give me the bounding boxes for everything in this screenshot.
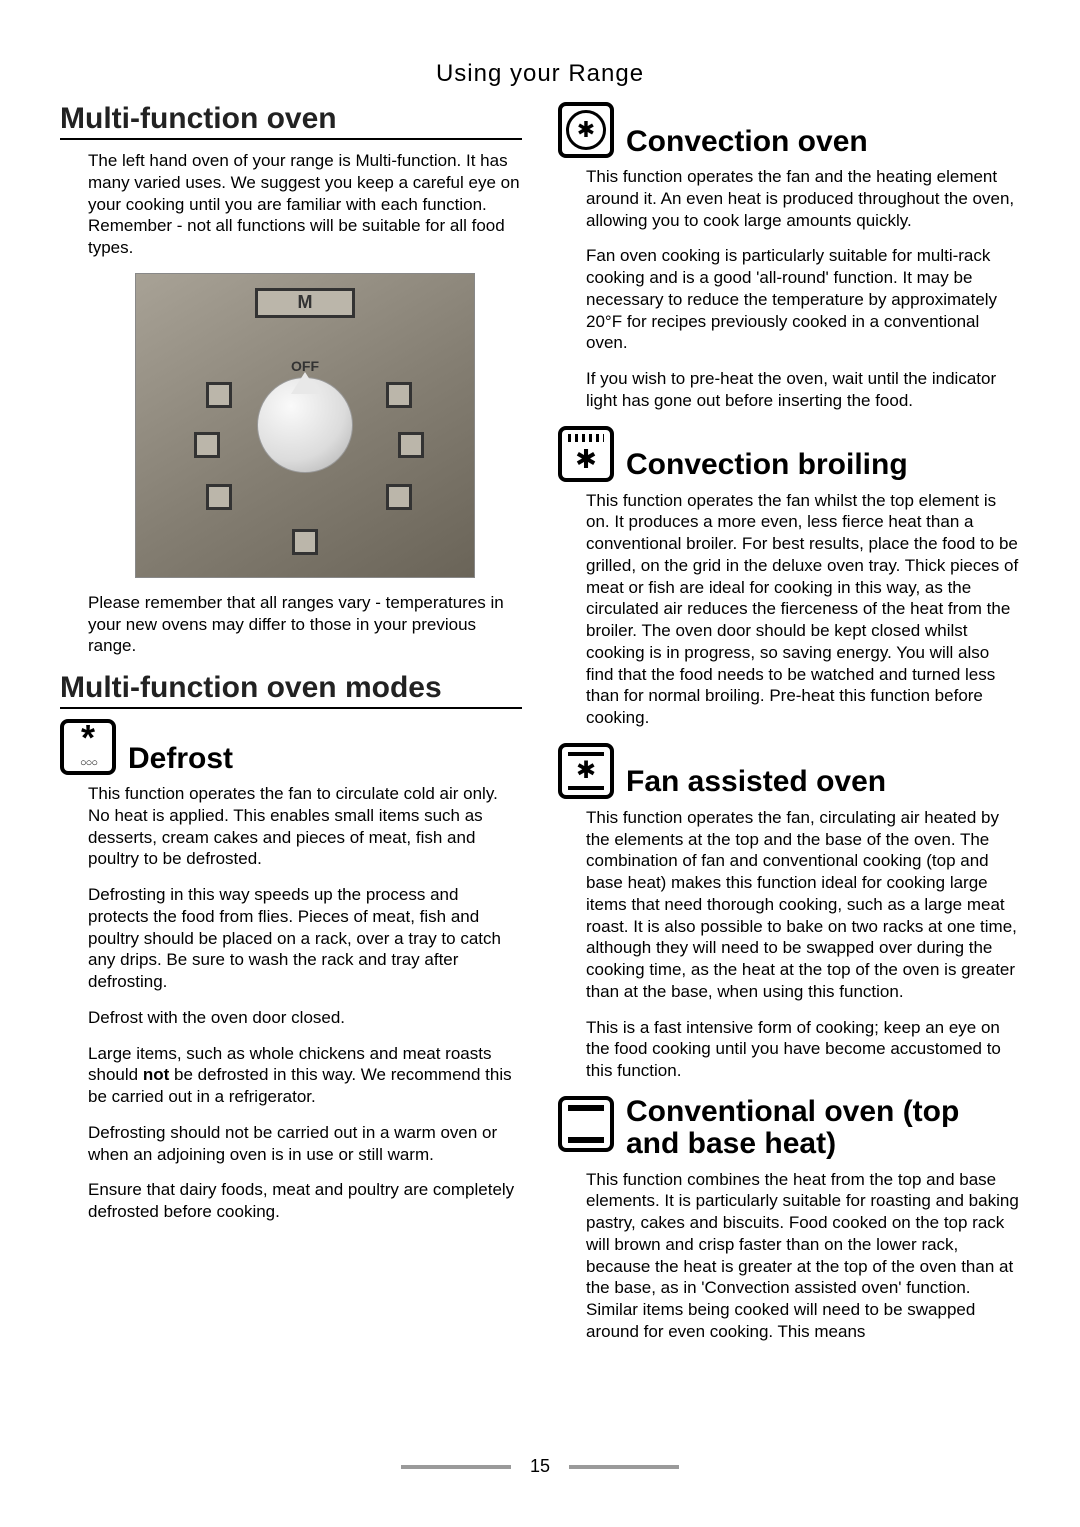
defrost-p3: Defrost with the oven door closed. <box>60 1007 522 1029</box>
intro-paragraph: The left hand oven of your range is Mult… <box>60 150 522 259</box>
defrost-p2: Defrosting in this way speeds up the pro… <box>60 884 522 993</box>
conventional-title: Conventional oven (top and base heat) <box>626 1096 1020 1161</box>
after-photo-paragraph: Please remember that all ranges vary - t… <box>60 592 522 657</box>
fan-assisted-title: Fan assisted oven <box>626 766 886 798</box>
defrost-p4b-bold: not <box>143 1065 169 1084</box>
content-columns: Multi-function oven The left hand oven o… <box>60 102 1020 1357</box>
dial-setting-icon <box>386 382 412 408</box>
footer-bar-right <box>569 1465 679 1469</box>
convection-broiling-p1: This function operates the fan whilst th… <box>558 490 1020 729</box>
dial-setting-icon <box>386 484 412 510</box>
mode-conventional: Conventional oven (top and base heat) Th… <box>558 1096 1020 1343</box>
heading-multi-function-oven: Multi-function oven <box>60 102 522 140</box>
convection-p1: This function operates the fan and the h… <box>558 166 1020 231</box>
oven-dial-photo-wrap: M OFF <box>60 273 522 578</box>
footer-bar-left <box>401 1465 511 1469</box>
left-column: Multi-function oven The left hand oven o… <box>60 102 522 1357</box>
convection-p2: Fan oven cooking is particularly suitabl… <box>558 245 1020 354</box>
mode-fan-assisted: Fan assisted oven This function operates… <box>558 743 1020 1082</box>
photo-top-label: M <box>255 288 355 318</box>
right-column: Convection oven This function operates t… <box>558 102 1020 1357</box>
defrost-p5: Defrosting should not be carried out in … <box>60 1122 522 1166</box>
heading-multi-function-oven-modes: Multi-function oven modes <box>60 671 522 709</box>
page-number: 15 <box>530 1456 550 1476</box>
dial-setting-icon <box>206 382 232 408</box>
defrost-p1: This function operates the fan to circul… <box>60 783 522 870</box>
conventional-p1: This function combines the heat from the… <box>558 1169 1020 1343</box>
defrost-p6: Ensure that dairy foods, meat and poultr… <box>60 1179 522 1223</box>
mode-convection: Convection oven This function operates t… <box>558 102 1020 412</box>
convection-broiling-icon <box>558 426 614 482</box>
convection-broiling-title: Convection broiling <box>626 449 908 481</box>
convection-p3: If you wish to pre-heat the oven, wait u… <box>558 368 1020 412</box>
fan-assisted-icon <box>558 743 614 799</box>
page-header: Using your Range <box>60 60 1020 88</box>
dial-setting-icon <box>194 432 220 458</box>
mode-defrost: Defrost This function operates the fan t… <box>60 719 522 1223</box>
oven-dial-photo: M OFF <box>135 273 475 578</box>
convection-icon <box>558 102 614 158</box>
defrost-p4: Large items, such as whole chickens and … <box>60 1043 522 1108</box>
fan-assisted-p2: This is a fast intensive form of cooking… <box>558 1017 1020 1082</box>
dial-setting-icon <box>398 432 424 458</box>
defrost-icon <box>60 719 116 775</box>
convection-title: Convection oven <box>626 126 868 158</box>
conventional-icon <box>558 1096 614 1152</box>
mode-convection-broiling: Convection broiling This function operat… <box>558 426 1020 729</box>
fan-assisted-p1: This function operates the fan, circulat… <box>558 807 1020 1003</box>
page-footer: 15 <box>0 1456 1080 1477</box>
oven-dial-knob <box>257 377 353 473</box>
dial-setting-icon <box>206 484 232 510</box>
dial-setting-icon <box>292 529 318 555</box>
defrost-title: Defrost <box>128 743 233 775</box>
